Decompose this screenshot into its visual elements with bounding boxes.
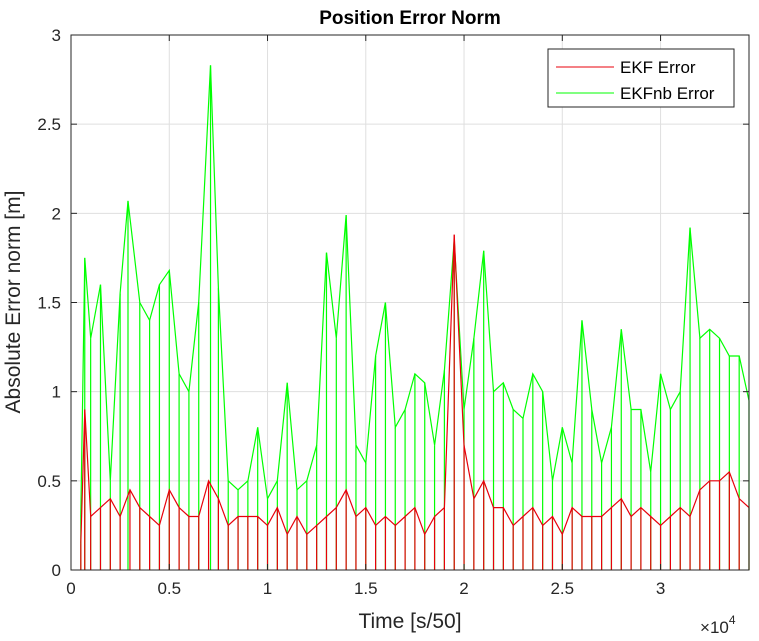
- y-tick-label: 0.5: [37, 472, 61, 491]
- y-tick-label: 0: [52, 561, 61, 580]
- x-tick-label: 2.5: [550, 579, 574, 598]
- y-tick-label: 3: [52, 26, 61, 45]
- x-exponent-power: 4: [729, 613, 736, 627]
- x-tick-label: 1.5: [354, 579, 378, 598]
- legend: EKF Error EKFnb Error: [547, 48, 735, 108]
- x-tick-label: 0.5: [157, 579, 181, 598]
- y-tick-label: 2: [52, 204, 61, 223]
- x-tick-label: 1: [263, 579, 272, 598]
- x-tick-label: 2: [459, 579, 468, 598]
- x-tick-label: 3: [656, 579, 665, 598]
- y-tick-label: 1: [52, 383, 61, 402]
- chart-title: Position Error Norm: [319, 8, 501, 29]
- legend-label-ekfnb: EKFnb Error: [620, 84, 715, 103]
- x-exponent-times: ×: [700, 618, 710, 637]
- series-layer: [80, 65, 750, 570]
- axis-ticks: 0 0.5 1 1.5 2 2.5 3 0 0.5 1 1.5 2 2.5 3: [37, 26, 749, 598]
- legend-box: [547, 48, 735, 108]
- series-line-ekf: [80, 234, 750, 544]
- legend-label-ekf: EKF Error: [620, 58, 696, 77]
- x-exponent: ×104: [700, 613, 736, 637]
- y-axis-label: Absolute Error norm [m]: [2, 191, 25, 414]
- x-exponent-base: 10: [710, 618, 729, 637]
- x-axis-label: Time [s/50]: [358, 610, 461, 633]
- x-tick-label: 0: [66, 579, 75, 598]
- svg-text:×104: ×104: [700, 613, 736, 637]
- series-line-ekfnb: [80, 65, 750, 517]
- y-tick-label: 1.5: [37, 294, 61, 313]
- y-tick-label: 2.5: [37, 115, 61, 134]
